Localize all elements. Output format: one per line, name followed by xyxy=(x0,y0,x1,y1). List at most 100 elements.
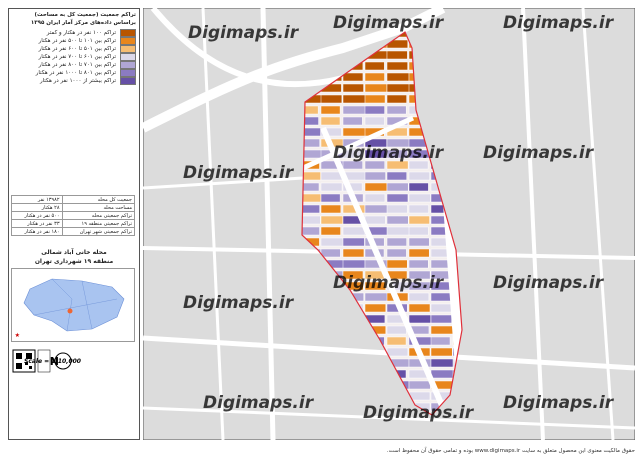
block xyxy=(430,336,451,346)
block xyxy=(302,215,321,225)
block xyxy=(430,292,454,302)
block xyxy=(302,116,319,126)
block xyxy=(408,204,429,214)
block xyxy=(364,215,386,225)
block xyxy=(386,50,408,60)
block xyxy=(408,270,431,280)
block xyxy=(320,182,343,192)
block xyxy=(320,204,342,214)
legend-swatch xyxy=(120,29,136,37)
block xyxy=(386,193,409,203)
block xyxy=(342,226,366,236)
block xyxy=(320,215,344,225)
block xyxy=(430,358,454,368)
neighborhood-boundary xyxy=(301,31,463,416)
legend: تراکم ۱۰۰ نفر در هکتار و کمتر تراکم بین ۱… xyxy=(9,29,139,85)
watermark: Digimaps.ir xyxy=(188,23,300,43)
legend-swatch xyxy=(120,61,136,69)
scale-text: Scale = 1:10,000 xyxy=(24,358,81,365)
block xyxy=(302,105,319,115)
stats-value: ۱۳۹۸۲ نفر xyxy=(11,195,63,204)
stats-value: ۱۸۰ نفر در هکتار xyxy=(11,227,63,236)
block xyxy=(386,237,407,247)
footer: حقوق مالکیت معنوی این محصول متعلق به سای… xyxy=(386,448,635,454)
block xyxy=(364,149,387,159)
block xyxy=(302,127,321,137)
legend-swatch xyxy=(120,37,136,45)
legend-label: تراکم بین ۵۰۱ تا ۶۰۰ نفر در هکتار xyxy=(38,46,116,52)
watermark: Digimaps.ir xyxy=(503,393,615,413)
block xyxy=(364,160,385,170)
stats-value: ۳۳ نفر در هکتار xyxy=(11,219,63,228)
block xyxy=(386,226,410,236)
legend-swatch xyxy=(120,45,136,53)
legend-item: تراکم ۱۰۰ نفر در هکتار و کمتر xyxy=(9,29,139,37)
block xyxy=(408,314,432,324)
stats-label: تراکم جمعیتی محله xyxy=(61,211,136,220)
block xyxy=(408,248,430,258)
block xyxy=(364,72,385,82)
block xyxy=(386,94,407,104)
block xyxy=(408,259,429,269)
block xyxy=(386,72,410,82)
stats-label: تراکم جمعیتی منطقه ۱۹ xyxy=(61,219,136,228)
neighborhood: محله خانی آباد شمالی xyxy=(41,249,107,256)
block xyxy=(342,248,365,258)
block xyxy=(342,149,363,159)
subtitle: براساس داده‌های مرکز آمار ایران ۱۳۹۵ xyxy=(30,20,136,26)
stats-label: تراکم جمعیتی شهر تهران xyxy=(61,227,136,236)
block xyxy=(430,303,453,313)
block xyxy=(342,160,363,170)
legend-panel: تراکم جمعیت (جمعیت کل به مساحت) براساس دا… xyxy=(8,8,140,440)
legend-label: تراکم بین ۱۰۱ تا ۵۰۰ نفر در هکتار xyxy=(38,38,116,44)
legend-item: تراکم بین ۷۰۱ تا ۸۰۰ نفر در هکتار xyxy=(9,61,139,69)
stats-table: جمعیت کل محله ۱۳۹۸۲ نفر مساحت محله ۲۸ هکتار… xyxy=(11,195,136,236)
block xyxy=(364,292,388,302)
block xyxy=(302,204,320,214)
watermark: Digimaps.ir xyxy=(333,13,445,33)
stats-label: مساحت محله xyxy=(61,203,136,212)
block xyxy=(430,325,455,335)
watermark: Digimaps.ir xyxy=(183,163,295,183)
block xyxy=(408,237,430,247)
block xyxy=(320,116,341,126)
avenue xyxy=(302,115,415,171)
block xyxy=(386,149,408,159)
block xyxy=(364,281,386,291)
stats-value: ۵۰۰ نفر در هکتار xyxy=(11,211,63,220)
watermark: Digimaps.ir xyxy=(333,273,445,293)
watermark: Digimaps.ir xyxy=(183,293,295,313)
block xyxy=(320,127,342,137)
block xyxy=(386,347,409,357)
block xyxy=(364,61,385,71)
block xyxy=(430,369,455,379)
block xyxy=(320,105,341,115)
block xyxy=(408,160,429,170)
block xyxy=(364,303,387,313)
block xyxy=(408,303,431,313)
block xyxy=(342,105,366,115)
block xyxy=(302,182,320,192)
block xyxy=(320,237,345,247)
block xyxy=(364,193,386,203)
block xyxy=(430,314,452,324)
block xyxy=(386,215,409,225)
block xyxy=(386,171,407,181)
block xyxy=(408,193,431,203)
stats-label: جمعیت کل محله xyxy=(61,195,136,204)
block xyxy=(320,248,341,258)
block xyxy=(342,116,363,126)
legend-item: تراکم بین ۵۰۱ تا ۶۰۰ نفر در هکتار xyxy=(9,45,139,53)
block xyxy=(386,182,409,192)
stats-row: مساحت محله ۲۸ هکتار xyxy=(11,203,136,212)
title-text: تراکم جمعیت (جمعیت کل به مساحت) xyxy=(34,12,137,18)
block xyxy=(342,259,366,269)
watermark: Digimaps.ir xyxy=(363,403,475,423)
block xyxy=(408,281,431,291)
block xyxy=(342,83,364,93)
legend-label: تراکم بیشتر از ۱۰۰۰ نفر در هکتار xyxy=(39,78,116,84)
block xyxy=(342,127,366,137)
legend-label: تراکم ۱۰۰ نفر در هکتار و کمتر xyxy=(46,30,116,36)
block xyxy=(408,171,430,181)
